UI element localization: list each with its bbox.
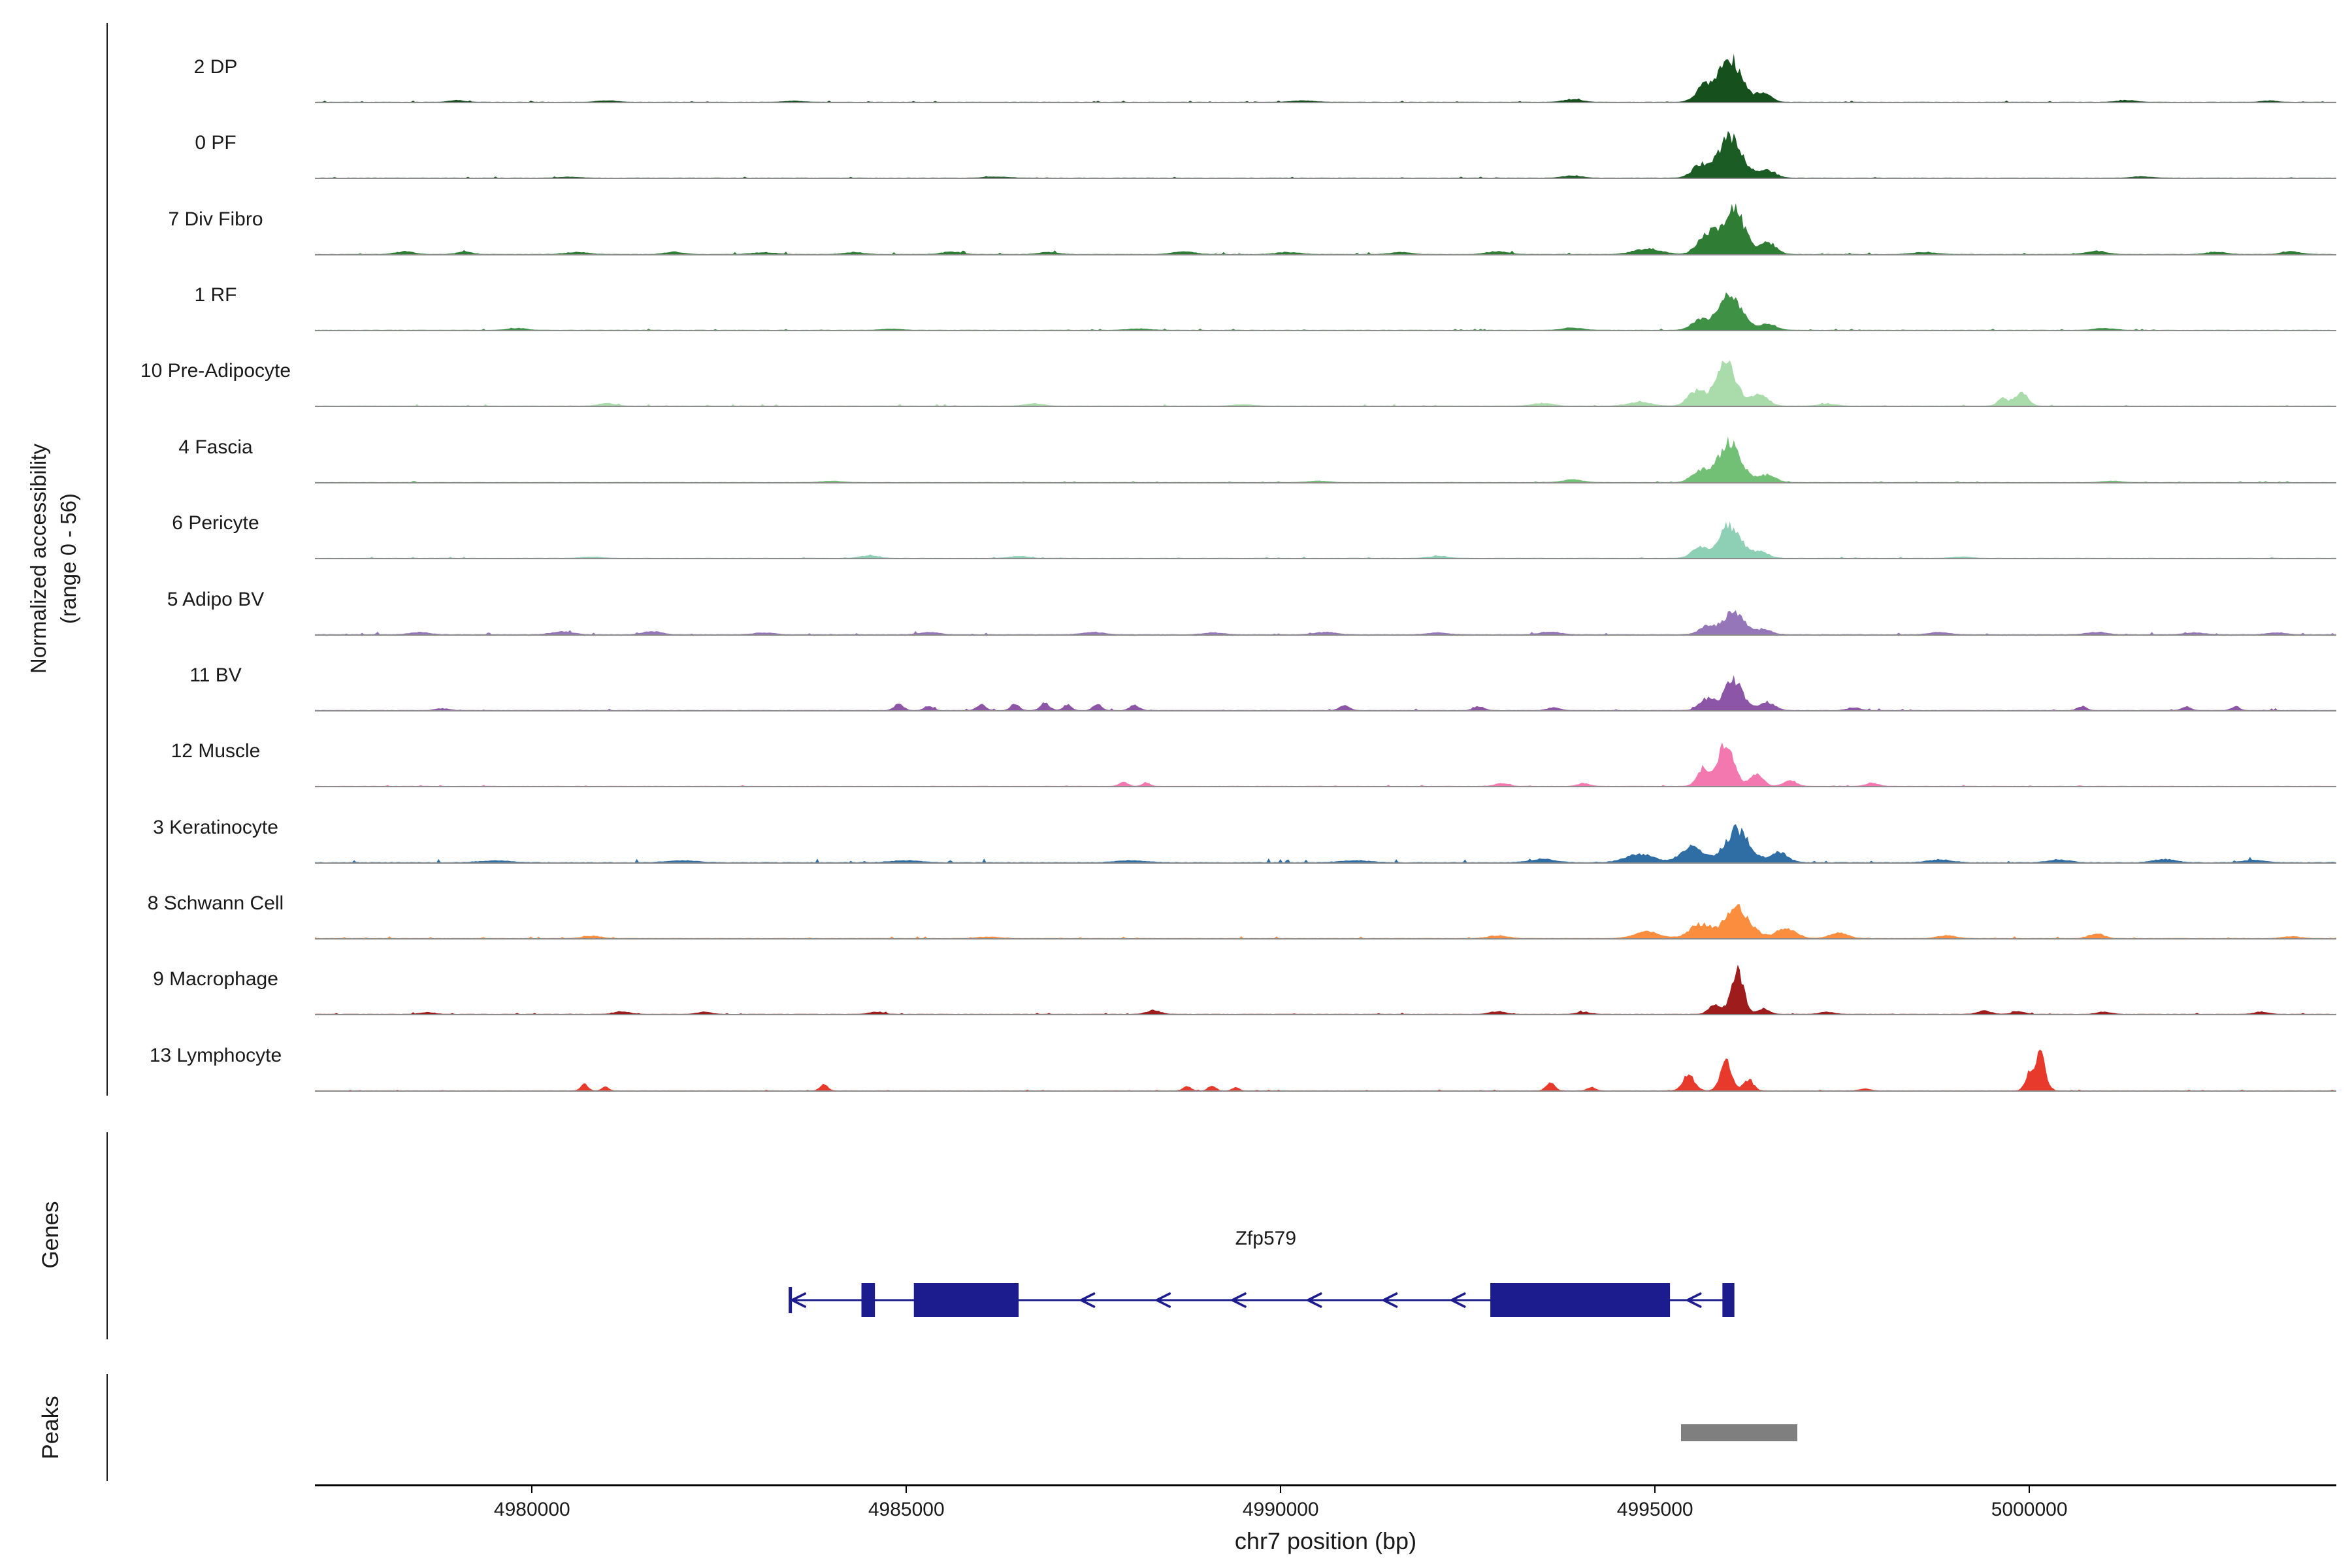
track-row: 0 PF xyxy=(0,103,2352,180)
track-row: 8 Schwann Cell xyxy=(0,864,2352,940)
track-row: 7 Div Fibro xyxy=(0,180,2352,256)
track-label: 3 Keratinocyte xyxy=(153,816,278,838)
tracks-y-axis-line xyxy=(106,23,108,1096)
track-label: 13 Lymphocyte xyxy=(149,1044,282,1066)
track-row: 3 Keratinocyte xyxy=(0,788,2352,864)
track-row: 13 Lymphocyte xyxy=(0,1016,2352,1092)
x-axis-line xyxy=(315,1484,2336,1486)
gene-exon xyxy=(1722,1283,1735,1317)
track-row: 5 Adipo BV xyxy=(0,560,2352,636)
x-axis-tick-mark xyxy=(1654,1485,1656,1493)
genes-axis-line xyxy=(106,1132,108,1339)
track-label: 6 Pericyte xyxy=(172,512,259,534)
track-label: 12 Muscle xyxy=(171,740,261,762)
track-label: 1 RF xyxy=(194,284,237,306)
track-signal xyxy=(315,521,2336,560)
x-axis-tick-mark xyxy=(531,1485,533,1493)
gene-exon xyxy=(861,1283,875,1317)
x-axis-tick-label: 5000000 xyxy=(1991,1499,2068,1520)
track-label: 2 DP xyxy=(193,56,238,78)
genes-section-label: Genes xyxy=(38,1201,63,1269)
track-row: 1 RF xyxy=(0,255,2352,332)
x-axis-tick-label: 4985000 xyxy=(868,1499,945,1520)
track-signal xyxy=(315,1049,2336,1092)
track-signal xyxy=(315,436,2336,483)
track-signal xyxy=(315,823,2336,864)
track-label: 8 Schwann Cell xyxy=(147,892,284,914)
track-row: 11 BV xyxy=(0,636,2352,712)
x-axis-tick-mark xyxy=(906,1485,907,1493)
track-label: 4 Fascia xyxy=(178,436,253,458)
track-signal xyxy=(315,675,2336,711)
peaks-axis-line xyxy=(106,1374,108,1481)
track-label: 0 PF xyxy=(195,132,237,154)
track-signal xyxy=(315,742,2336,788)
track-signal xyxy=(315,131,2336,180)
gene-model: Zfp579 xyxy=(789,1228,1735,1317)
strand-arrow-icon xyxy=(1155,1292,1171,1308)
gene-exon xyxy=(913,1283,1019,1317)
peaks-section-label: Peaks xyxy=(38,1396,63,1460)
strand-arrow-icon xyxy=(1450,1292,1466,1308)
track-signal xyxy=(315,360,2336,408)
x-axis-tick-label: 4995000 xyxy=(1616,1499,1693,1520)
track-row: 2 DP xyxy=(0,27,2352,104)
track-label: 5 Adipo BV xyxy=(167,588,265,610)
strand-arrow-icon xyxy=(1079,1292,1096,1308)
x-axis-tick-mark xyxy=(1280,1485,1282,1493)
track-row: 6 Pericyte xyxy=(0,483,2352,560)
track-signal xyxy=(315,203,2336,255)
strand-arrow-icon xyxy=(1686,1292,1702,1308)
strand-arrow-icon xyxy=(1382,1292,1398,1308)
track-label: 7 Div Fibro xyxy=(168,208,263,230)
track-label: 10 Pre-Adipocyte xyxy=(140,360,291,382)
strand-arrow-icon xyxy=(1231,1292,1247,1308)
x-axis-tick-mark xyxy=(2029,1485,2031,1493)
track-signal xyxy=(315,292,2336,332)
track-row: 9 Macrophage xyxy=(0,939,2352,1016)
strand-arrow-icon xyxy=(1307,1292,1322,1308)
peak-region-bar xyxy=(1681,1424,1797,1441)
gene-exon xyxy=(1490,1283,1671,1317)
x-axis-title: chr7 position (bp) xyxy=(1234,1527,1417,1554)
x-axis-tick-label: 4990000 xyxy=(1242,1499,1319,1520)
track-label: 9 Macrophage xyxy=(153,968,278,990)
track-label: 11 BV xyxy=(189,664,242,686)
track-signal xyxy=(315,54,2336,103)
gene-name: Zfp579 xyxy=(1235,1228,1296,1249)
track-row: 10 Pre-Adipocyte xyxy=(0,331,2352,408)
gene-track: Zfp579 xyxy=(789,1228,1735,1317)
track-signal xyxy=(315,610,2336,636)
track-row: 4 Fascia xyxy=(0,408,2352,484)
track-signal xyxy=(315,964,2336,1016)
track-signal xyxy=(315,904,2336,939)
strand-arrow-icon xyxy=(791,1292,807,1308)
track-row: 12 Muscle xyxy=(0,711,2352,788)
x-axis-tick-label: 4980000 xyxy=(493,1499,570,1520)
